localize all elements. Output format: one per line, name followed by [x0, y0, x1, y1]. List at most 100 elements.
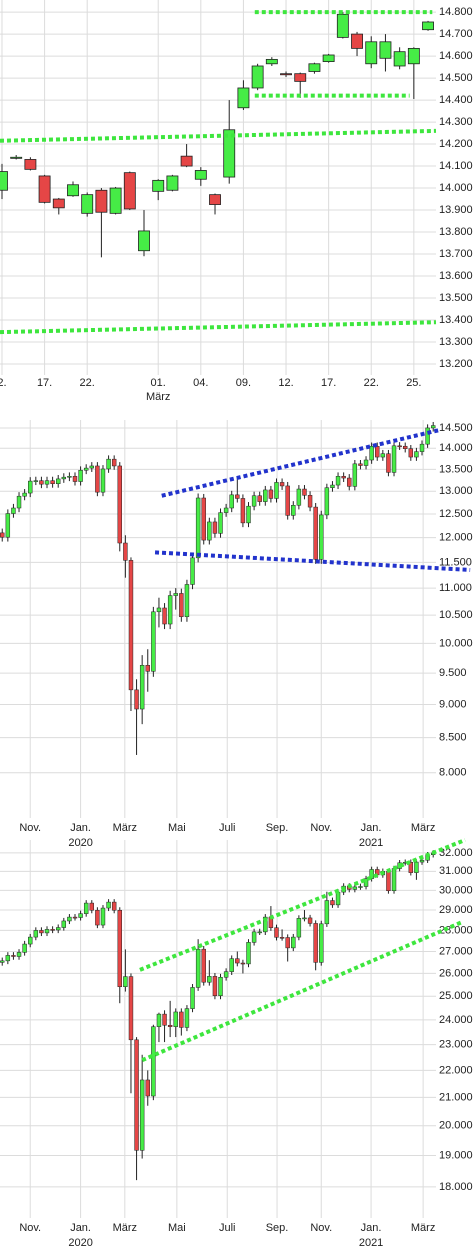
candle-body [268, 489, 274, 499]
x-tick-label: Nov. [19, 1222, 41, 1234]
candle-body [55, 478, 61, 484]
y-tick-label: 13.800 [439, 226, 473, 238]
candle-body [78, 469, 83, 482]
candle-body [162, 1013, 167, 1026]
candle-body [190, 987, 195, 1009]
candle-body [111, 901, 117, 911]
candle-body [302, 917, 307, 920]
candle-body [0, 171, 8, 191]
candle-body [393, 51, 406, 67]
y-tick-label: 20.000 [439, 1120, 473, 1132]
candle-body [363, 878, 369, 887]
candle-body [430, 425, 436, 429]
candle-body [0, 532, 5, 538]
x-tick-label: 17. [37, 377, 52, 389]
candle-body [123, 542, 128, 561]
candle-body [180, 155, 193, 167]
x-tick-label: 22. [364, 377, 379, 389]
candle-body [179, 1011, 184, 1028]
candle-body [95, 910, 100, 926]
candle-body [302, 488, 307, 496]
candle-body [138, 230, 150, 252]
candle-body [223, 507, 229, 513]
chart-panel: 18.000 19.000 20.000 21.000 22.000 23.000 24.0… [0, 838, 473, 1249]
candle-body [358, 463, 363, 466]
candle-body [95, 189, 108, 213]
candle-body [16, 952, 22, 957]
candle-body [414, 861, 419, 873]
candle-body [162, 607, 167, 625]
y-tick-label: 29.000 [439, 904, 473, 916]
candle-body [324, 900, 330, 925]
candle-body [251, 65, 264, 89]
candle-body [285, 937, 290, 949]
x-tick-label: Jan. [70, 1222, 91, 1234]
candle-body [72, 916, 78, 919]
candle-body [352, 886, 358, 890]
y-tick-label: 14.500 [439, 422, 473, 434]
candle-body [347, 477, 352, 487]
candle-body [379, 41, 392, 59]
candle-body [195, 948, 201, 988]
candle-body [52, 198, 65, 209]
candle-body [229, 494, 234, 509]
candle-body [89, 902, 94, 911]
candle-body [123, 172, 136, 210]
candle-body [184, 584, 190, 618]
candle-body [5, 955, 11, 962]
trend-line [154, 550, 471, 572]
y-tick-label: 21.000 [439, 1091, 473, 1103]
candle-body [307, 495, 313, 508]
y-tick-label: 11.500 [439, 556, 472, 568]
chart-panel: 8.000 8.500 9.000 9.500 10.000 10.500 11.000 11… [0, 420, 473, 849]
candle-body [408, 448, 414, 458]
candle-body [425, 427, 430, 445]
y-tick-label: 14.100 [439, 160, 473, 172]
candle-body [369, 869, 374, 879]
x-tick-label: 25. [406, 377, 421, 389]
candle-body [237, 87, 250, 109]
candle-body [280, 73, 292, 76]
x-tick-label: 04. [193, 377, 208, 389]
candle-body [408, 861, 414, 873]
y-tick-label: 32.000 [439, 847, 473, 859]
candle-body [407, 47, 420, 65]
candle-body [134, 689, 139, 710]
x-tick-label: Jan. [70, 822, 91, 834]
candle-body [363, 459, 369, 466]
candle-body [229, 958, 234, 972]
candle-body [212, 976, 218, 996]
candle-body [352, 463, 358, 487]
x-tick-label: 09. [236, 377, 251, 389]
candle-body [83, 902, 89, 914]
candle-body [22, 492, 27, 497]
y-tick-label: 23.000 [439, 1039, 473, 1051]
y-tick-label: 13.200 [439, 358, 473, 370]
x-tick-label: Juli [219, 1222, 236, 1234]
x-tick-label: Juli [219, 822, 236, 834]
x-tick-label: Sep. [266, 1222, 289, 1234]
x-tick-label: Sep. [266, 822, 289, 834]
candle-body [386, 871, 391, 892]
candle-body [207, 521, 212, 541]
candle-body [145, 665, 150, 672]
y-tick-label: 18.000 [439, 1181, 473, 1193]
candle-body [257, 495, 262, 502]
candle-body [336, 13, 349, 38]
y-tick-label: 14.200 [439, 138, 473, 150]
x-tick-label: März [411, 1222, 435, 1234]
y-tick-label: 13.500 [439, 463, 473, 475]
candle-body [246, 505, 251, 524]
candle-body [403, 445, 408, 449]
y-tick-label: 13.900 [439, 204, 473, 216]
candle-body [184, 1008, 190, 1028]
y-tick-label: 22.000 [439, 1064, 473, 1076]
candle-body [296, 918, 302, 938]
candle-body [386, 453, 391, 473]
x-tick-label: Jan. [361, 822, 382, 834]
x-sublabel: 2021 [359, 1237, 383, 1249]
candle-body [128, 976, 134, 1041]
candle-body [251, 495, 257, 507]
x-tick-label: 22. [80, 377, 95, 389]
